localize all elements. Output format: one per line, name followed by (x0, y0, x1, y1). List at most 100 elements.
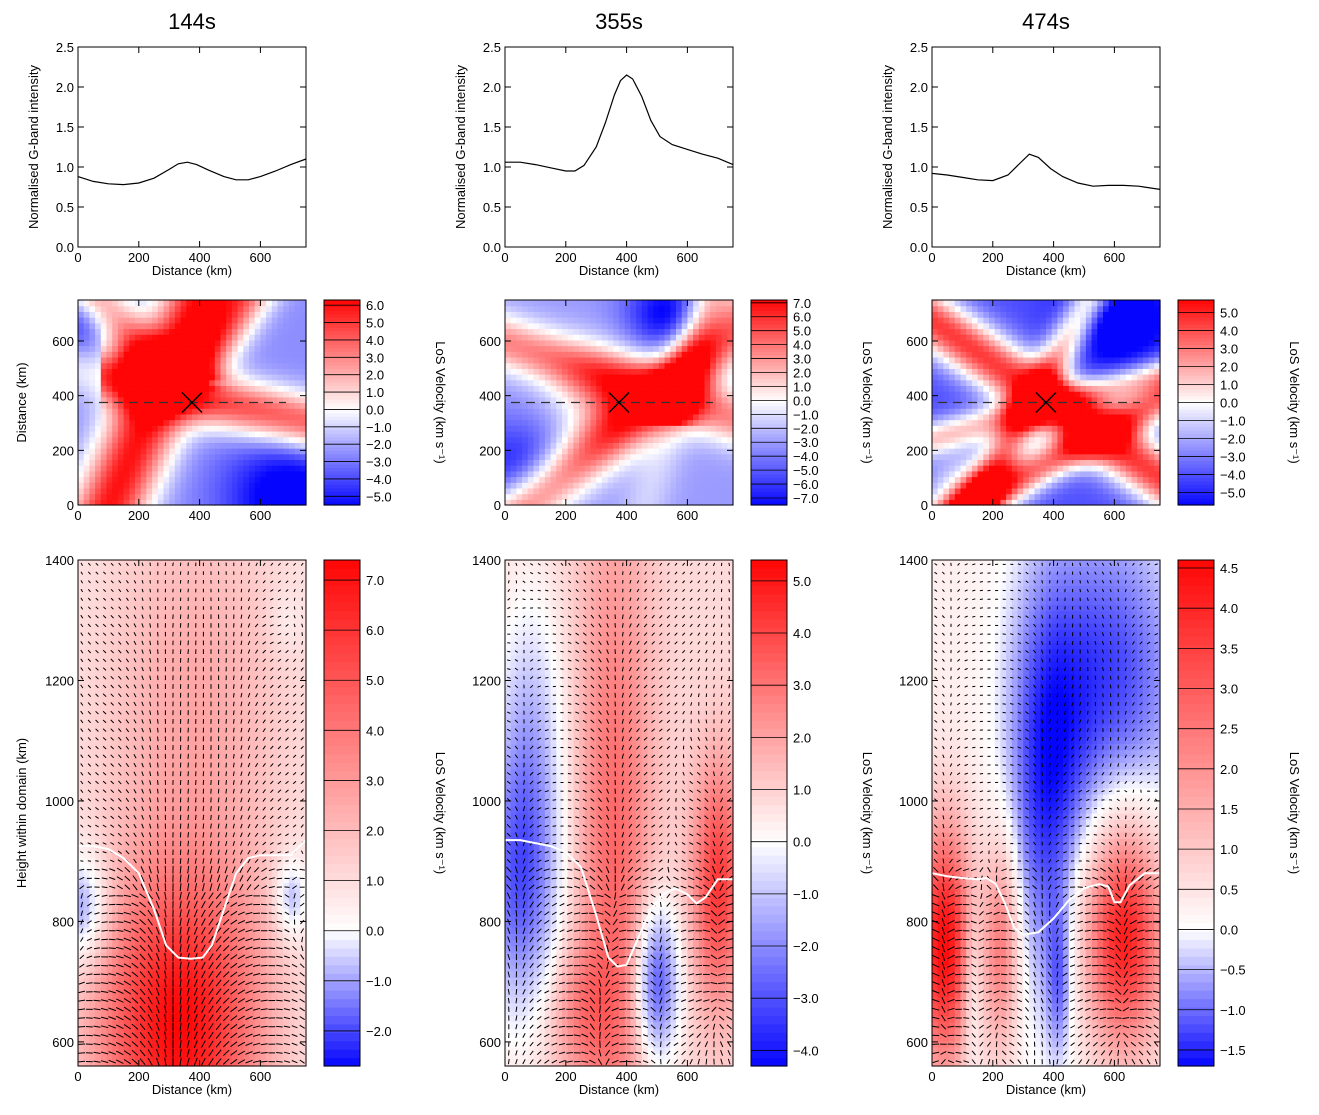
heatmap-cell (203, 487, 210, 495)
heatmap-cell (123, 362, 130, 369)
heatmap-cell (1046, 436, 1053, 443)
heatmap-cell (641, 334, 649, 341)
heatmap-cell (106, 482, 113, 489)
heatmap-cell (983, 430, 990, 438)
heatmap-cell (693, 339, 700, 347)
heatmap-cell (260, 391, 267, 398)
heatmap-cell (117, 402, 125, 409)
heatmap-cell (1108, 362, 1115, 369)
heatmap-cell (288, 317, 296, 324)
heatmap-cell (1091, 470, 1098, 478)
heatmap-cell (300, 322, 307, 330)
heatmap-cell (83, 661, 90, 669)
heatmap-cell (1006, 425, 1013, 432)
heatmap-cell (1006, 379, 1013, 387)
heatmap-cell (192, 322, 199, 330)
heatmap-cell (1142, 379, 1150, 387)
heatmap-cell (544, 328, 552, 335)
heatmap-cell (630, 396, 637, 404)
heatmap-cell (129, 436, 136, 443)
heatmap-cell (681, 300, 688, 307)
heatmap-cell (226, 493, 233, 500)
heatmap-cell (721, 413, 728, 421)
heatmap-cell (117, 487, 125, 495)
heatmap-cell (243, 356, 250, 364)
heatmap-cell (539, 379, 546, 387)
heatmap-cell (647, 425, 654, 432)
heatmap-cell (112, 351, 119, 358)
heatmap-cell (83, 869, 90, 877)
heatmap-cell (1074, 430, 1081, 438)
heatmap-cell (664, 322, 671, 330)
heatmap-cell (527, 339, 535, 347)
colorbar-band (1178, 368, 1214, 373)
heatmap-cell (197, 430, 204, 438)
heatmap-cell (670, 362, 677, 369)
heatmap-cell (1103, 499, 1110, 506)
heatmap-cell (556, 334, 563, 341)
heatmap-cell (556, 408, 563, 415)
heatmap-cell (983, 334, 990, 341)
heatmap-cell (1063, 465, 1070, 472)
heatmap-cell (157, 374, 165, 381)
heatmap-cell (163, 339, 170, 347)
heatmap-cell (140, 385, 147, 392)
colorbar-band (751, 371, 787, 376)
heatmap-cell (123, 413, 130, 421)
heatmap-cell (539, 391, 546, 398)
heatmap-cell (78, 368, 85, 375)
heatmap-cell (949, 408, 956, 415)
heatmap-cell (1097, 385, 1104, 392)
heatmap-cell (197, 351, 204, 358)
heatmap-cell (192, 339, 199, 347)
heatmap-cell (715, 311, 723, 318)
heatmap-cell (516, 368, 523, 375)
heatmap-cell (562, 317, 569, 324)
heatmap-cell (698, 385, 706, 392)
heatmap-cell (510, 453, 517, 461)
heatmap-cell (226, 402, 233, 409)
heatmap-cell (1148, 374, 1155, 381)
heatmap-cell (573, 453, 580, 461)
heatmap-cell (630, 402, 637, 409)
heatmap-cell (214, 339, 222, 347)
heatmap-cell (243, 305, 250, 312)
heatmap-cell (129, 442, 136, 449)
heatmap-cell (1091, 362, 1098, 369)
heatmap-cell (123, 459, 130, 466)
heatmap-cell (653, 374, 660, 381)
heatmap-cell (971, 374, 979, 381)
heatmap-cell (721, 470, 728, 478)
heatmap-cell (203, 339, 210, 347)
heatmap-cell (180, 487, 187, 495)
heatmap-cell (983, 465, 990, 472)
heatmap-cell (1137, 413, 1144, 421)
heatmap-cell (619, 482, 626, 489)
heatmap-cell (95, 391, 102, 398)
heatmap-cell (78, 952, 85, 960)
heatmap-cell (949, 442, 956, 449)
heatmap-cell (727, 391, 734, 398)
heatmap-cell (100, 311, 108, 318)
heatmap-cell (135, 499, 142, 506)
heatmap-cell (698, 499, 706, 506)
heatmap-cell (226, 391, 233, 398)
heatmap-cell (129, 362, 136, 369)
heatmap-cell (1142, 419, 1150, 426)
heatmap-cell (214, 345, 222, 352)
heatmap-cell (1137, 459, 1144, 466)
heatmap-cell (664, 413, 671, 421)
heatmap-cell (180, 448, 187, 455)
heatmap-cell (1080, 499, 1087, 506)
heatmap-cell (260, 374, 267, 381)
heatmap-cell (1068, 487, 1076, 495)
heatmap-cell (271, 339, 279, 347)
heatmap-cell (1085, 402, 1093, 409)
colorbar-band (324, 388, 360, 393)
heatmap-cell (533, 356, 540, 364)
heatmap-cell (636, 453, 643, 461)
heatmap-cell (1023, 419, 1030, 426)
heatmap-cell (994, 300, 1001, 307)
heatmap-cell (117, 442, 125, 449)
heatmap-cell (949, 419, 956, 426)
